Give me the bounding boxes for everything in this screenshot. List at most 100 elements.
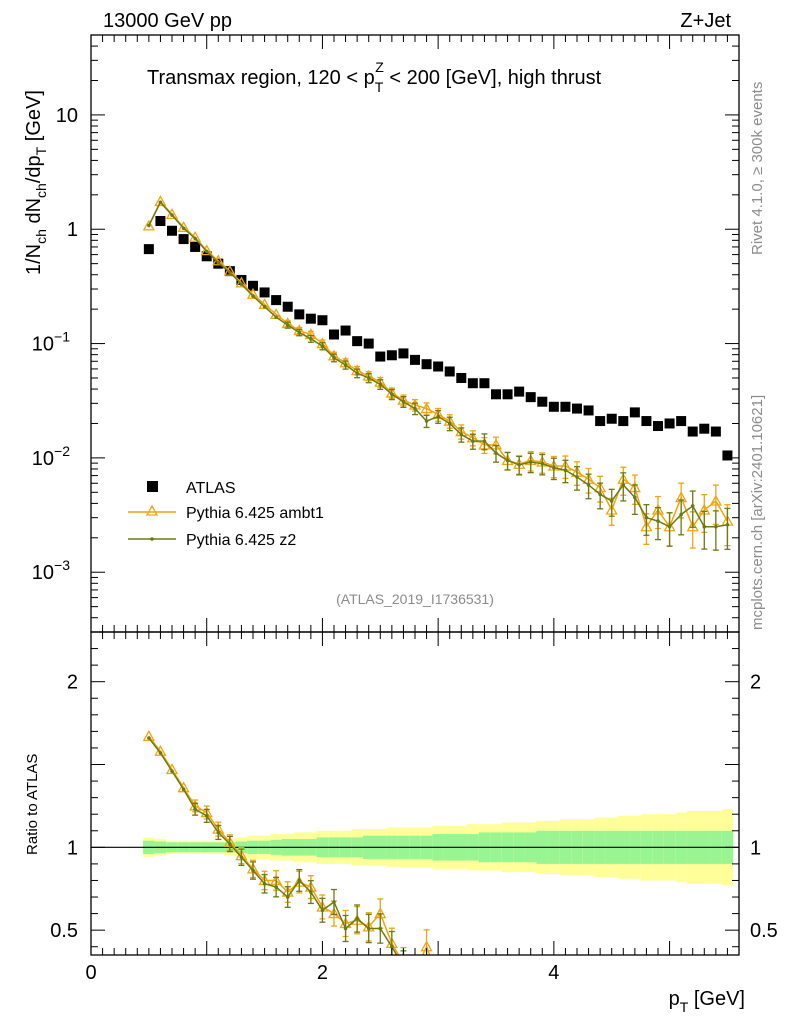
z2-point bbox=[285, 323, 290, 327]
main-y-tick-label: 10−3 bbox=[32, 557, 70, 584]
analysis-id: (ATLAS_2019_I1736531) bbox=[336, 591, 494, 607]
atlas-point bbox=[305, 313, 316, 324]
plot-title: Transmax region, 120 < pTZ < 200 [GeV], … bbox=[147, 59, 602, 95]
z2-ratio-point bbox=[285, 895, 290, 899]
ratio-plot-frame bbox=[90, 631, 740, 956]
legend-z2-label: Pythia 6.425 z2 bbox=[186, 532, 296, 549]
z2-ratio-point bbox=[402, 965, 406, 969]
z2-point bbox=[667, 524, 672, 529]
z2-ratio-point bbox=[228, 842, 232, 846]
plot-title-tail: < 200 [GeV], high thrust bbox=[384, 67, 602, 89]
z2-point bbox=[424, 419, 429, 423]
atlas-point bbox=[710, 426, 721, 437]
atlas-point bbox=[282, 301, 293, 312]
z2-point bbox=[401, 399, 406, 404]
z2-point bbox=[390, 392, 394, 397]
legend-atlas-marker bbox=[147, 481, 158, 492]
atlas-point bbox=[548, 401, 559, 412]
z2-ratio-point bbox=[274, 885, 278, 889]
main-data-layer bbox=[142, 195, 734, 551]
z2-ratio-point bbox=[390, 944, 394, 949]
atlas-point bbox=[421, 359, 432, 370]
atlas-point bbox=[479, 378, 490, 389]
z2-point bbox=[725, 522, 730, 527]
z2-point bbox=[204, 249, 209, 254]
z2-point bbox=[656, 519, 660, 523]
z2-point bbox=[262, 304, 267, 309]
atlas-point bbox=[178, 234, 189, 245]
ambt1-point bbox=[177, 220, 190, 232]
atlas-point bbox=[340, 325, 351, 336]
atlas-point bbox=[653, 421, 663, 432]
atlas-point bbox=[606, 413, 617, 424]
x-axis: 0 2 4 bbox=[85, 35, 740, 984]
z2-ratio-point bbox=[170, 769, 174, 773]
z2-point bbox=[575, 475, 579, 479]
plot-title-sub: T bbox=[375, 79, 384, 95]
z2-ratio-point bbox=[181, 787, 186, 792]
z2-point bbox=[366, 376, 371, 380]
atlas-point bbox=[699, 423, 710, 434]
process-label: Z+Jet bbox=[680, 10, 731, 32]
z2-point bbox=[355, 371, 359, 376]
x-tick-label: 0 bbox=[85, 962, 96, 984]
atlas-point bbox=[629, 407, 640, 418]
ratio-y-tick-label: 1 bbox=[67, 837, 78, 859]
atlas-point bbox=[363, 338, 374, 349]
atlas-point bbox=[143, 244, 154, 255]
z2-point bbox=[413, 406, 417, 411]
atlas-point bbox=[456, 372, 467, 383]
z2-ratio-point bbox=[147, 736, 151, 740]
legend-ambt1-marker bbox=[145, 504, 159, 516]
z2-point bbox=[552, 465, 556, 470]
z2-point bbox=[170, 213, 174, 217]
z2-point bbox=[505, 458, 510, 463]
ambt1-point bbox=[142, 219, 155, 231]
z2-point bbox=[621, 483, 626, 487]
atlas-point bbox=[190, 241, 201, 252]
z2-point bbox=[494, 451, 498, 455]
z2-point bbox=[447, 421, 452, 426]
z2-ratio-point bbox=[320, 908, 325, 913]
ambt1-ratio-point bbox=[142, 730, 155, 742]
z2-ratio-point bbox=[309, 890, 313, 894]
ambt1-ratio-point bbox=[165, 763, 179, 775]
ambt1-ratio-point bbox=[327, 907, 341, 919]
z2-ratio-point bbox=[204, 814, 209, 818]
svg-text:Transmax region, 120 < pTZ < 2: Transmax region, 120 < pTZ < 200 [GeV], … bbox=[147, 59, 602, 95]
plot-title-main: Transmax region, 120 < p bbox=[147, 67, 375, 89]
atlas-point bbox=[259, 287, 270, 298]
atlas-point bbox=[398, 348, 409, 359]
atlas-point bbox=[271, 295, 282, 306]
atlas-point bbox=[502, 389, 513, 400]
ratio-y-tick-label-right: 0.5 bbox=[750, 920, 778, 942]
ambt1-point bbox=[154, 195, 167, 207]
z2-ratio-point bbox=[366, 926, 371, 931]
atlas-point bbox=[352, 336, 363, 347]
z2-point bbox=[540, 461, 545, 466]
atlas-point bbox=[467, 378, 478, 389]
main-y-axis: 10 1 10−1 10−2 10−3 bbox=[32, 34, 739, 633]
z2-point bbox=[644, 515, 649, 520]
main-y-tick-label: 10−2 bbox=[32, 443, 70, 470]
z2-ratio-point bbox=[262, 881, 267, 886]
atlas-point bbox=[167, 225, 177, 236]
ratio-y-tick-label: 2 bbox=[67, 672, 78, 694]
z2-ratio-point bbox=[216, 830, 221, 835]
atlas-point bbox=[433, 361, 444, 372]
legend-atlas-label: ATLAS bbox=[186, 480, 236, 497]
legend-ambt1-label: Pythia 6.425 ambt1 bbox=[186, 505, 324, 522]
z2-point bbox=[482, 439, 487, 443]
z2-point bbox=[193, 236, 197, 241]
z2-point bbox=[598, 492, 602, 497]
ambt1-ratio-point bbox=[410, 967, 420, 976]
z2-point bbox=[309, 337, 313, 341]
legend: ATLAS Pythia 6.425 ambt1 Pythia 6.425 z2 bbox=[128, 480, 324, 549]
z2-point bbox=[563, 468, 568, 473]
z2-point bbox=[343, 363, 348, 367]
ambt1-point bbox=[709, 494, 722, 506]
mcplots-label: mcplots.cern.ch [arXiv:2401.10621] bbox=[749, 395, 766, 630]
atlas-point bbox=[375, 351, 386, 362]
atlas-point bbox=[410, 354, 420, 365]
atlas-point bbox=[201, 251, 212, 262]
